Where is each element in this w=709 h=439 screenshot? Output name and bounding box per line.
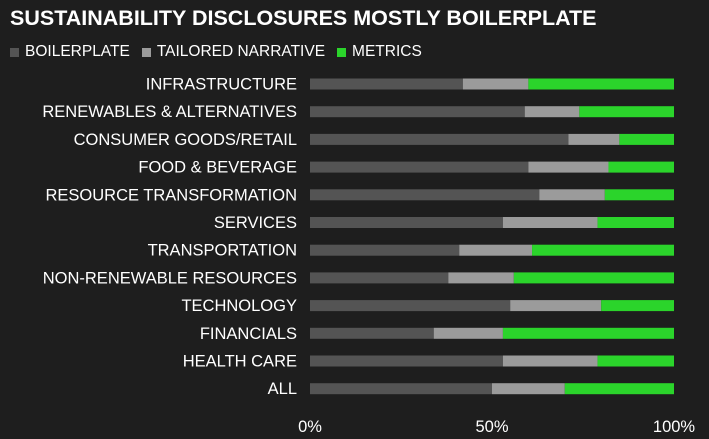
bar-boilerplate-technology: [310, 300, 511, 312]
bar-boilerplate-non-renewable-resources: [310, 272, 449, 284]
category-label-renewables-alternatives: RENEWABLES & ALTERNATIVES: [42, 103, 297, 121]
bar-boilerplate-food-beverage: [310, 161, 529, 173]
category-label-food-beverage: FOOD & BEVERAGE: [138, 159, 297, 177]
category-label-consumer-goods-retail: CONSUMER GOODS/RETAIL: [74, 131, 297, 149]
bar-boilerplate-financials: [310, 327, 434, 339]
category-label-non-renewable-resources: NON-RENEWABLE RESOURCES: [43, 269, 297, 287]
legend: BOILERPLATE TAILORED NARRATIVE METRICS: [10, 42, 434, 62]
bar-tailored-narrative-financials: [433, 327, 503, 339]
legend-item-metrics: METRICS: [337, 43, 422, 61]
bar-metrics-financials: [502, 327, 674, 339]
category-label-transportation: TRANSPORTATION: [148, 242, 297, 260]
category-label-resource-transformation: RESOURCE TRANSFORMATION: [46, 186, 298, 204]
category-label-infrastructure: INFRASTRUCTURE: [146, 76, 297, 94]
legend-swatch-metrics: [337, 47, 347, 57]
bar-boilerplate-infrastructure: [310, 78, 463, 90]
bar-boilerplate-renewables-alternatives: [310, 106, 525, 118]
category-label-health-care: HEALTH CARE: [183, 353, 297, 371]
bar-metrics-resource-transformation: [604, 189, 674, 201]
bar-tailored-narrative-renewables-alternatives: [524, 106, 580, 118]
bar-tailored-narrative-non-renewable-resources: [448, 272, 514, 284]
legend-swatch-boilerplate: [10, 47, 19, 57]
bar-tailored-narrative-technology: [510, 300, 602, 312]
x-tick-label: 100%: [653, 418, 696, 436]
bar-metrics-consumer-goods-retail: [619, 133, 674, 145]
x-tick-label: 50%: [475, 418, 508, 436]
legend-item-tailored-narrative: TAILORED NARRATIVE: [141, 43, 326, 61]
bar-metrics-services: [597, 217, 674, 228]
bar-metrics-transportation: [532, 244, 674, 256]
bar-metrics-infrastructure: [528, 78, 674, 90]
bar-tailored-narrative-transportation: [459, 244, 533, 256]
legend-item-boilerplate: BOILERPLATE: [10, 43, 130, 61]
legend-label-boilerplate: BOILERPLATE: [25, 43, 130, 60]
bar-boilerplate-transportation: [310, 244, 460, 256]
bar-boilerplate-resource-transformation: [310, 189, 540, 201]
bar-tailored-narrative-infrastructure: [462, 78, 529, 90]
bar-tailored-narrative-health-care: [502, 355, 598, 367]
category-label-technology: TECHNOLOGY: [181, 297, 297, 315]
bar-tailored-narrative-resource-transformation: [539, 189, 605, 201]
bar-metrics-food-beverage: [608, 161, 674, 173]
chart-title: SUSTAINABILITY DISCLOSURES MOSTLY BOILER…: [10, 6, 597, 30]
bar-tailored-narrative-consumer-goods-retail: [568, 133, 620, 145]
category-label-all: ALL: [268, 380, 297, 398]
bar-tailored-narrative-food-beverage: [528, 161, 609, 173]
bar-metrics-non-renewable-resources: [513, 272, 674, 284]
bar-metrics-health-care: [597, 355, 674, 367]
legend-swatch-tailored-narrative: [141, 47, 151, 57]
bar-boilerplate-consumer-goods-retail: [310, 133, 569, 145]
category-label-financials: FINANCIALS: [200, 325, 297, 343]
bar-tailored-narrative-all: [492, 383, 565, 395]
bar-boilerplate-health-care: [310, 355, 503, 367]
bar-metrics-technology: [601, 300, 674, 312]
category-label-services: SERVICES: [214, 214, 297, 232]
bar-tailored-narrative-services: [502, 217, 598, 228]
bar-boilerplate-all: [310, 383, 492, 395]
bar-metrics-renewables-alternatives: [579, 106, 674, 118]
bar-metrics-all: [564, 383, 674, 395]
x-tick-label: 0%: [298, 418, 322, 436]
bar-boilerplate-services: [310, 217, 503, 228]
legend-label-tailored-narrative: TAILORED NARRATIVE: [156, 43, 326, 60]
legend-label-metrics: METRICS: [352, 43, 422, 60]
